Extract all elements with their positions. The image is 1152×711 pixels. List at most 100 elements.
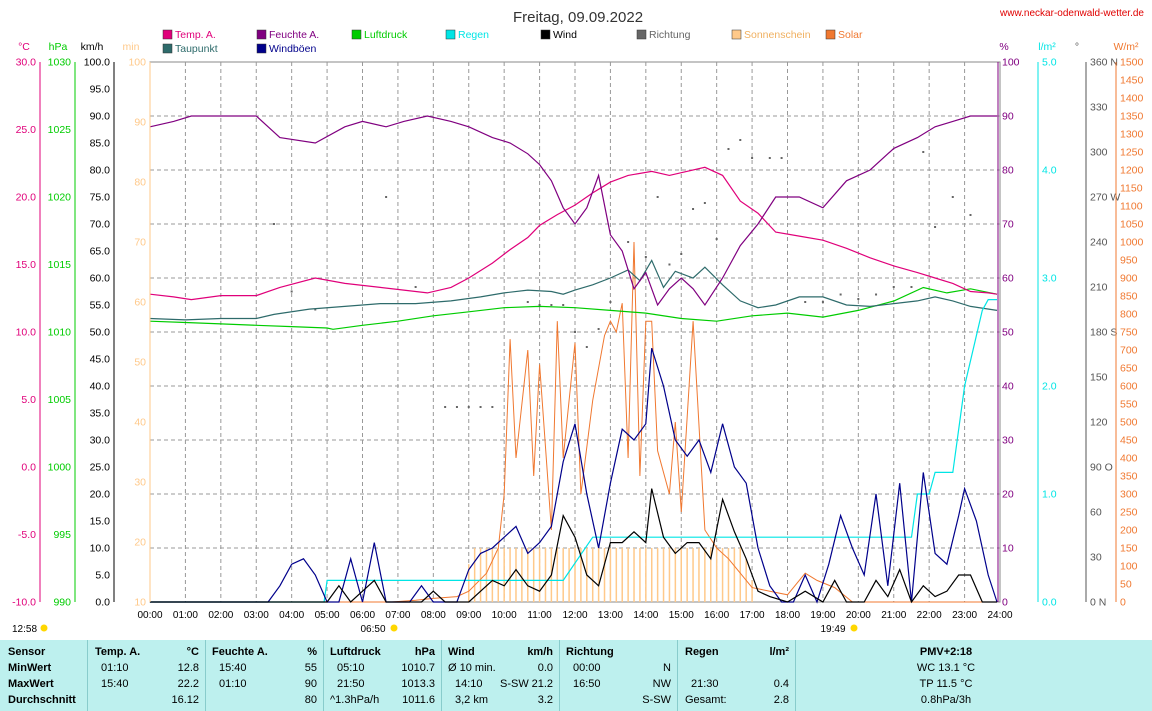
axis-tick-label: 30 <box>1090 552 1102 564</box>
axis-tick-label: 550 <box>1120 399 1138 411</box>
direction-dot <box>692 208 695 210</box>
stats-pmv-line: WC 13.1 °C <box>916 662 976 674</box>
axis-tick-label: 20.0 <box>16 192 37 204</box>
legend-swatch <box>636 29 647 40</box>
direction-dot <box>597 328 600 330</box>
direction-dot <box>656 196 659 198</box>
axis-tick-label: 330 <box>1090 102 1108 114</box>
stats-pmv-line: 0.8hPa/3h <box>920 694 972 706</box>
stats-wind-max-dir: S-SW <box>500 678 529 690</box>
axis-unit-label: min <box>123 41 140 53</box>
axis-tick-label: 15.0 <box>90 516 111 528</box>
axis-tick-label: 800 <box>1120 309 1138 321</box>
axis-tick-label: 150 <box>1090 372 1108 384</box>
legend-label: Luftdruck <box>364 29 408 41</box>
axis-tick-label: 200 <box>1120 525 1138 537</box>
axis-tick-label: 250 <box>1120 507 1138 519</box>
stats-row-label: MinWert <box>8 662 52 674</box>
axis-tick-label: 45.0 <box>90 354 111 366</box>
axis-tick-label: 20 <box>1002 489 1014 501</box>
stats-col-temp: Temp. A. °C 01:10 12.8 15:40 22.2 16.12 <box>87 640 205 711</box>
axis-tick-label: 300 <box>1120 489 1138 501</box>
direction-dot <box>314 308 317 311</box>
stats-humidity-max-time: 01:10 <box>219 678 247 690</box>
legend-swatch <box>162 29 173 40</box>
stats-direction-min-time: 00:00 <box>573 662 601 674</box>
axis-tick-label: 1400 <box>1120 93 1144 105</box>
axis-tick-label: 10.0 <box>16 327 37 339</box>
legend-swatch <box>731 29 742 40</box>
stats-wind-min-label: Ø 10 min. <box>448 662 496 674</box>
axis-tick-label: 70 <box>134 237 146 249</box>
site-link[interactable]: www.neckar-odenwald-wetter.de <box>999 8 1144 19</box>
legend-label: Richtung <box>649 29 691 41</box>
legend-label: Windböen <box>269 43 316 55</box>
axis-tick-label: 150 <box>1120 543 1138 555</box>
direction-dot <box>922 151 925 153</box>
axis-tick-label: -5.0 <box>18 529 36 541</box>
axis-tick-label: 75.0 <box>90 192 111 204</box>
stats-panel: Sensor MinWert MaxWert Durchschnitt Temp… <box>0 640 1152 711</box>
axis-tick-label: 500 <box>1120 417 1138 429</box>
direction-dot <box>574 331 576 333</box>
x-tick-label: 00:00 <box>137 610 162 621</box>
axis-tick-label: 3.0 <box>1042 273 1057 285</box>
axis-tick-label: 300 <box>1090 147 1108 159</box>
axis-tick-label: 30.0 <box>90 435 111 447</box>
axis-tick-label: 995 <box>53 529 71 541</box>
direction-dot <box>272 223 275 225</box>
direction-dot <box>385 196 388 198</box>
stats-humidity-header: Feuchte A. <box>212 646 268 658</box>
x-tick-label: 14:00 <box>633 610 658 621</box>
legend-label: Regen <box>458 29 489 41</box>
stats-humidity-unit: % <box>307 646 317 658</box>
axis-tick-label: 1050 <box>1120 219 1144 231</box>
axis-tick-label: 900 <box>1120 273 1138 285</box>
direction-dot <box>934 226 937 228</box>
sun-hours-sun-icon <box>40 624 48 632</box>
stats-col-humidity: Feuchte A. % 15:40 55 01:10 90 80 <box>205 640 323 711</box>
stats-temp-max: 22.2 <box>177 678 199 690</box>
direction-dot <box>467 406 470 408</box>
sunset-marker: 19:49 <box>820 624 858 635</box>
axis-tick-label: 5.0 <box>1042 57 1057 69</box>
axis-tick-label: 40.0 <box>90 381 111 393</box>
axis-tick-label: 100 <box>1002 57 1020 69</box>
axis-tick-label: 80 <box>134 177 146 189</box>
stats-col-wind: Wind km/h Ø 10 min. 0.0 14:10 S-SW 21.2 … <box>441 640 559 711</box>
direction-dot <box>715 238 718 240</box>
sunrise-marker: 06:50 <box>360 624 398 635</box>
direction-dot <box>768 157 771 159</box>
x-tick-label: 18:00 <box>775 610 800 621</box>
axis-tick-label: 30.0 <box>16 57 37 69</box>
stats-temp-header: Temp. A. <box>95 646 141 658</box>
axis-tick-label: 50.0 <box>90 327 111 339</box>
axis-tick-label: 25.0 <box>90 462 111 474</box>
axis-tick-label: 5.0 <box>21 394 36 406</box>
axis-tick-label: 1250 <box>1120 147 1144 159</box>
stats-rain-header: Regen <box>685 646 719 658</box>
stats-col-pressure: Luftdruck hPa 05:10 1010.7 21:50 1013.3 … <box>323 640 441 711</box>
axis-tick-label: 1.0 <box>1042 489 1057 501</box>
series-line-windb-en <box>150 348 998 604</box>
x-tick-label: 11:00 <box>527 610 552 621</box>
axis-tick-label: 600 <box>1120 381 1138 393</box>
stats-direction-header: Richtung <box>566 646 614 658</box>
direction-dot <box>821 301 824 303</box>
sunset-time: 19:49 <box>820 624 845 635</box>
x-tick-label: 23:00 <box>952 610 977 621</box>
axis-unit-label: W/m² <box>1113 41 1139 53</box>
stats-wind-header: Wind <box>448 646 475 658</box>
axis-tick-label: 400 <box>1120 453 1138 465</box>
x-tick-label: 12:00 <box>562 610 587 621</box>
stats-wind-run: 3,2 km <box>455 694 489 706</box>
x-tick-label: 15:00 <box>669 610 694 621</box>
legend-label: Feuchte A. <box>269 29 319 41</box>
legend-swatch <box>445 29 456 40</box>
axis-unit-label: ° <box>1075 41 1079 53</box>
axis-tick-label: 65.0 <box>90 246 111 258</box>
stats-rain-total-label: Gesamt: <box>685 694 727 706</box>
stats-wind-max-time: 14:10 <box>455 678 483 690</box>
direction-dot <box>969 214 972 216</box>
direction-dot <box>491 406 494 408</box>
